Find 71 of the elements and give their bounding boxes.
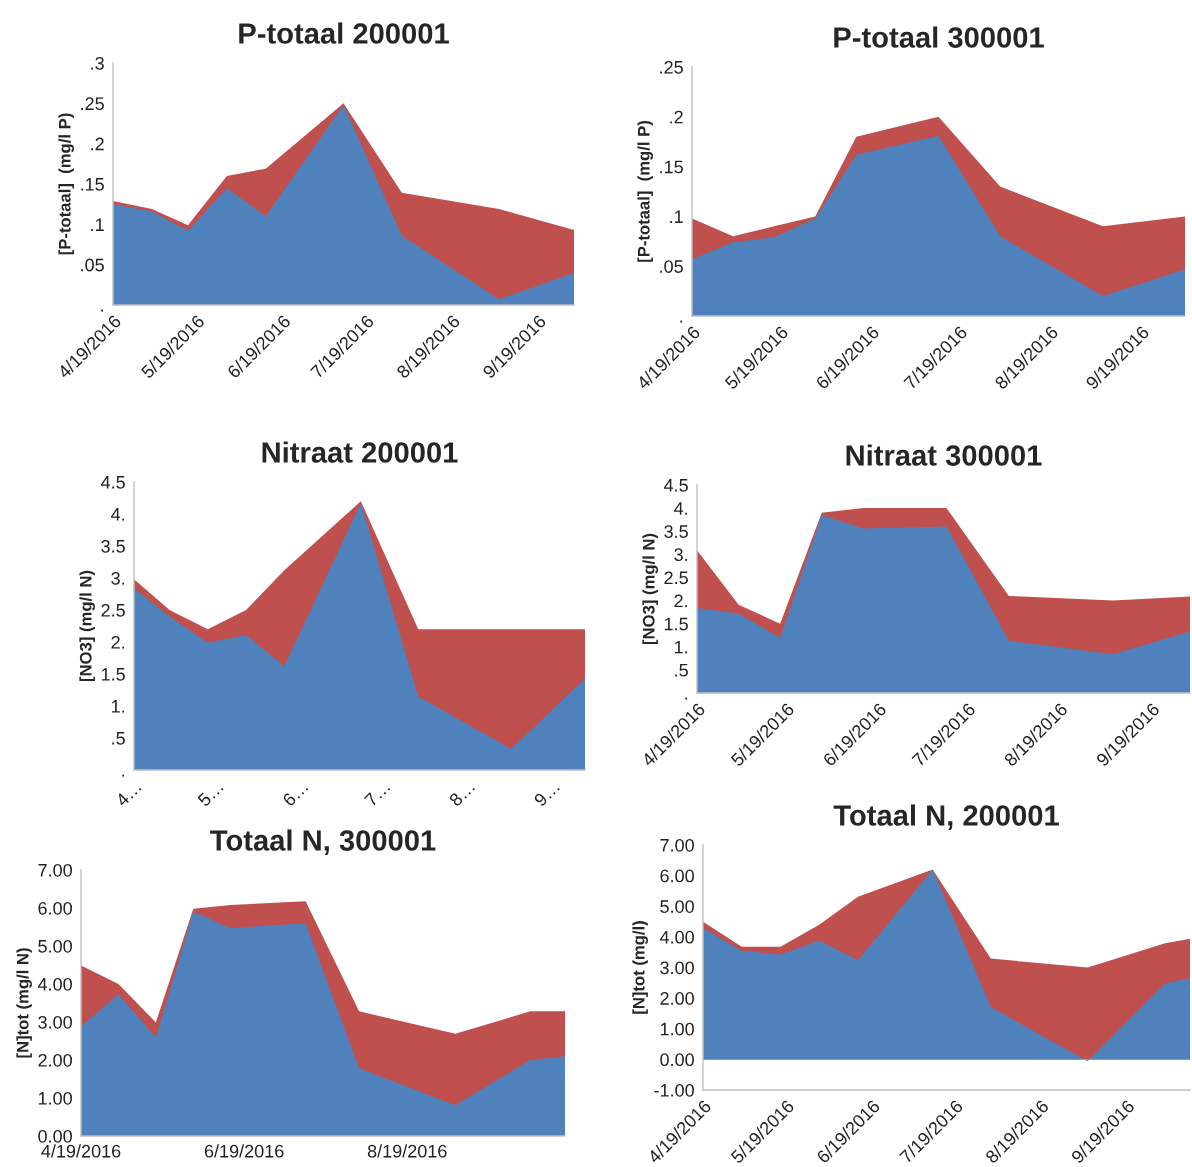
- y-tick-label: 6.00: [38, 901, 72, 915]
- y-tick-label: 5.00: [660, 900, 694, 913]
- y-tick-label: 4.5: [100, 476, 125, 489]
- x-tick-label: 8…: [448, 780, 476, 808]
- chart-title: Totaal N, 300001: [210, 829, 436, 856]
- y-tick-label: 3.: [111, 571, 125, 585]
- y-tick-label: 2.5: [664, 571, 688, 585]
- y-tick-label: 1.00: [660, 1022, 694, 1036]
- y-tick-label: .5: [675, 664, 688, 677]
- y-tick-label: 1.00: [38, 1091, 72, 1105]
- y-tick-label: 3.00: [38, 1015, 72, 1029]
- y-tick-label: .2: [91, 137, 104, 151]
- y-tick-label: .: [680, 320, 683, 323]
- y-tick-label: 4.00: [37, 977, 72, 991]
- y-tick-label: 7.00: [660, 838, 694, 852]
- chart-title: Nitraat 200001: [262, 441, 458, 463]
- y-tick-label: .: [122, 774, 125, 777]
- x-tick-label: 6/19/2016: [204, 1144, 284, 1158]
- y-tick-label: .1: [670, 210, 683, 223]
- y-axis-title: [N]tot (mg/l N): [16, 948, 32, 1058]
- y-axis-title: [P-totaal] (mg/l P): [58, 113, 75, 255]
- x-tick-label: 4…: [114, 780, 142, 808]
- y-tick-label: .5: [112, 732, 125, 745]
- x-tick-label: 9…: [533, 780, 560, 807]
- y-tick-label: .3: [91, 56, 104, 70]
- y-tick-label: 1.: [674, 640, 688, 654]
- y-tick-label: 3.: [674, 548, 688, 562]
- y-tick-label: 7.00: [38, 863, 72, 877]
- y-axis-title: [N]tot (mg/l): [632, 921, 648, 1014]
- y-tick-label: .15: [81, 178, 104, 191]
- y-tick-label: 6.00: [660, 869, 694, 883]
- y-tick-label: .05: [660, 260, 683, 273]
- chart-title: Totaal N, 200001: [833, 804, 1059, 831]
- y-tick-label: 4.5: [663, 479, 688, 492]
- y-tick-label: 3.5: [101, 539, 125, 553]
- y-tick-label: -1.00: [654, 1083, 694, 1097]
- y-tick-label: 1.5: [101, 668, 125, 681]
- y-tick-label: 2.: [674, 594, 688, 608]
- y-tick-label: .25: [660, 60, 683, 74]
- x-tick-label: 4/19/2016: [41, 1144, 121, 1158]
- y-tick-label: 5.00: [38, 939, 72, 953]
- y-tick-label: 4.: [674, 502, 688, 515]
- chart-title: P-totaal 200001: [239, 22, 449, 44]
- x-tick-label: 5…: [197, 780, 224, 808]
- y-tick-label: 2.: [111, 635, 125, 649]
- y-tick-label: 1.: [111, 700, 125, 713]
- x-tick-label: 7…: [363, 780, 391, 807]
- y-axis-title: [P-totaal] (mg/l P): [637, 121, 654, 262]
- x-tick-label: 6…: [281, 780, 309, 807]
- x-tick-label: 8/19/2016: [367, 1144, 447, 1158]
- y-tick-label: 3.5: [664, 525, 688, 538]
- y-tick-label: .15: [660, 160, 683, 174]
- y-tick-label: 4.00: [659, 930, 694, 944]
- chart-title: Nitraat 300001: [846, 444, 1042, 466]
- y-tick-label: 0.00: [38, 1129, 72, 1143]
- y-tick-label: 0.00: [660, 1053, 694, 1067]
- y-tick-label: 4.: [111, 508, 125, 521]
- y-tick-label: 2.00: [38, 1053, 72, 1067]
- chart-title: P-totaal 300001: [834, 26, 1044, 48]
- y-tick-label: .: [685, 697, 688, 700]
- y-tick-label: .05: [81, 258, 104, 272]
- y-axis-title: [NO3] (mg/l N): [79, 570, 96, 682]
- y-tick-label: .2: [670, 110, 683, 124]
- y-tick-label: 2.00: [660, 992, 694, 1005]
- y-tick-label: .: [101, 309, 104, 312]
- y-tick-label: .25: [81, 97, 104, 111]
- y-tick-label: 2.5: [101, 603, 125, 617]
- y-axis-title: [NO3] (mg/l N): [642, 533, 659, 645]
- y-tick-label: 3.00: [660, 961, 694, 975]
- y-tick-label: 1.5: [664, 617, 688, 631]
- y-tick-label: .1: [91, 218, 104, 231]
